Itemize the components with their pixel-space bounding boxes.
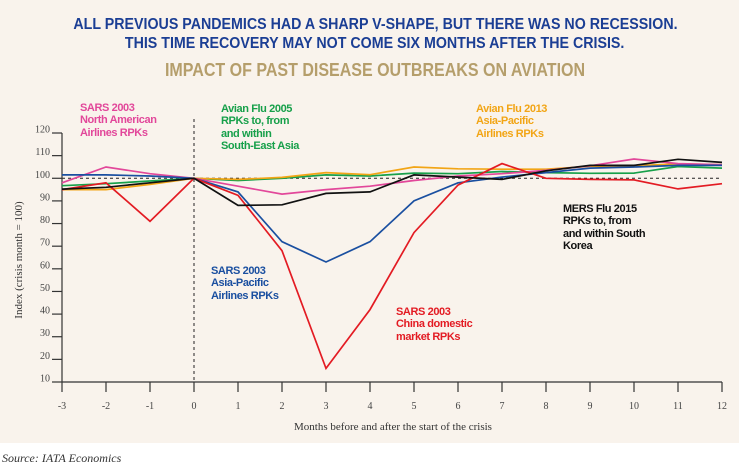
annotation-line: China domestic <box>396 318 473 331</box>
chart-title: IMPACT OF PAST DISEASE OUTBREAKS ON AVIA… <box>0 61 750 79</box>
annotation-line: market RPKs <box>396 330 461 343</box>
annotation-mers-2015: MERS Flu 2015 RPKs to, from and within S… <box>563 203 646 253</box>
y-tick-label: 80 <box>40 215 50 226</box>
annotation-line: SARS 2003 <box>396 306 451 318</box>
x-tick-label: 8 <box>544 401 549 412</box>
annotation-line: MERS Flu 2015 <box>563 203 637 215</box>
x-tick-label: 3 <box>324 401 329 412</box>
series-line-sars-2003-asia-pacific-airlines-rpks <box>62 164 722 263</box>
y-tick-label: 70 <box>40 238 50 249</box>
annotation-sars-2003-china-domestic: SARS 2003 China domestic market RPKs <box>396 306 473 343</box>
x-tick-label: 5 <box>412 401 417 412</box>
x-tick-label: 1 <box>236 401 241 412</box>
y-tick-label: 50 <box>40 283 50 294</box>
annotation-avian-flu-2013: Avian Flu 2013 Asia-Pacific Airlines RPK… <box>476 103 547 140</box>
chart-title-text: IMPACT OF PAST DISEASE OUTBREAKS ON AVIA… <box>164 60 586 80</box>
x-tick-label: 0 <box>192 401 197 412</box>
series-lines <box>61 158 723 371</box>
annotation-line: SARS 2003 <box>211 265 266 277</box>
x-tick-label: 4 <box>368 401 373 412</box>
annotation-line: SARS 2003 <box>80 102 135 114</box>
annotation-line: RPKs to, from <box>563 215 632 228</box>
reference-lines <box>62 119 722 382</box>
x-tick-label: -2 <box>102 401 110 412</box>
annotation-line: North American <box>80 114 157 127</box>
series-line-mers-flu-2015-rpks-to-from-and-within-south-korea <box>61 158 723 207</box>
x-tick-label: 12 <box>717 401 727 412</box>
x-tick-label: 6 <box>456 401 461 412</box>
y-tick-label: 30 <box>40 328 50 339</box>
annotation-line: Airlines RPKs <box>80 126 148 139</box>
annotation-sars-2003-asia-pacific: SARS 2003 Asia-Pacific Airlines RPKs <box>211 265 279 302</box>
annotation-sars-2003-north-american: SARS 2003 North American Airlines RPKs <box>80 102 157 139</box>
series-line-avian-flu-2005-rpks-to-from-and-within-south-east-asia <box>61 165 723 187</box>
annotation-line: Avian Flu 2005 <box>221 103 293 115</box>
annotation-line: Airlines RPKs <box>476 127 544 140</box>
x-tick-label: 10 <box>629 401 639 412</box>
headline-line-1-text: ALL PREVIOUS PANDEMICS HAD A SHARP V-SHA… <box>72 16 678 33</box>
x-tick-label: -3 <box>58 401 66 412</box>
x-axis-title: Months before and after the start of the… <box>294 421 492 433</box>
annotation-line: South-East Asia <box>221 140 299 153</box>
x-tick-label: -1 <box>146 401 154 412</box>
x-tick-label: 7 <box>500 401 505 412</box>
annotation-line: and within <box>221 127 272 140</box>
y-tick-label: 120 <box>35 125 50 136</box>
series-line-sars-2003-china-domestic-market-rpks <box>61 162 723 371</box>
headline-line-2: THIS TIME RECOVERY MAY NOT COME SIX MONT… <box>0 36 750 52</box>
y-tick-label: 40 <box>40 306 50 317</box>
annotation-line: Asia-Pacific <box>211 277 269 290</box>
y-tick-label: 20 <box>40 351 50 362</box>
annotation-line: Airlines RPKs <box>211 289 279 302</box>
annotation-line: Asia-Pacific <box>476 115 534 128</box>
annotation-line: Avian Flu 2013 <box>476 103 548 115</box>
headline-line-1: ALL PREVIOUS PANDEMICS HAD A SHARP V-SHA… <box>0 17 750 33</box>
x-tick-label: 2 <box>280 401 285 412</box>
annotation-line: RPKs to, from <box>221 115 290 128</box>
y-tick-label: 60 <box>40 260 50 271</box>
y-tick-label: 90 <box>40 192 50 203</box>
y-tick-label: 100 <box>35 170 50 181</box>
y-tick-label: 10 <box>40 374 50 385</box>
chart-panel-background <box>0 0 739 443</box>
x-tick-label: 11 <box>673 401 683 412</box>
x-tick-label: 9 <box>588 401 593 412</box>
y-axis-title: Index (crisis month = 100) <box>13 201 25 319</box>
headline-line-2-text: THIS TIME RECOVERY MAY NOT COME SIX MONT… <box>125 35 625 52</box>
annotation-line: and within South <box>563 227 646 240</box>
annotation-avian-flu-2005: Avian Flu 2005 RPKs to, from and within … <box>221 103 299 153</box>
source-note: Source: IATA Economics <box>2 451 122 465</box>
annotation-line: Korea <box>563 240 593 253</box>
y-tick-label: 110 <box>35 147 50 158</box>
